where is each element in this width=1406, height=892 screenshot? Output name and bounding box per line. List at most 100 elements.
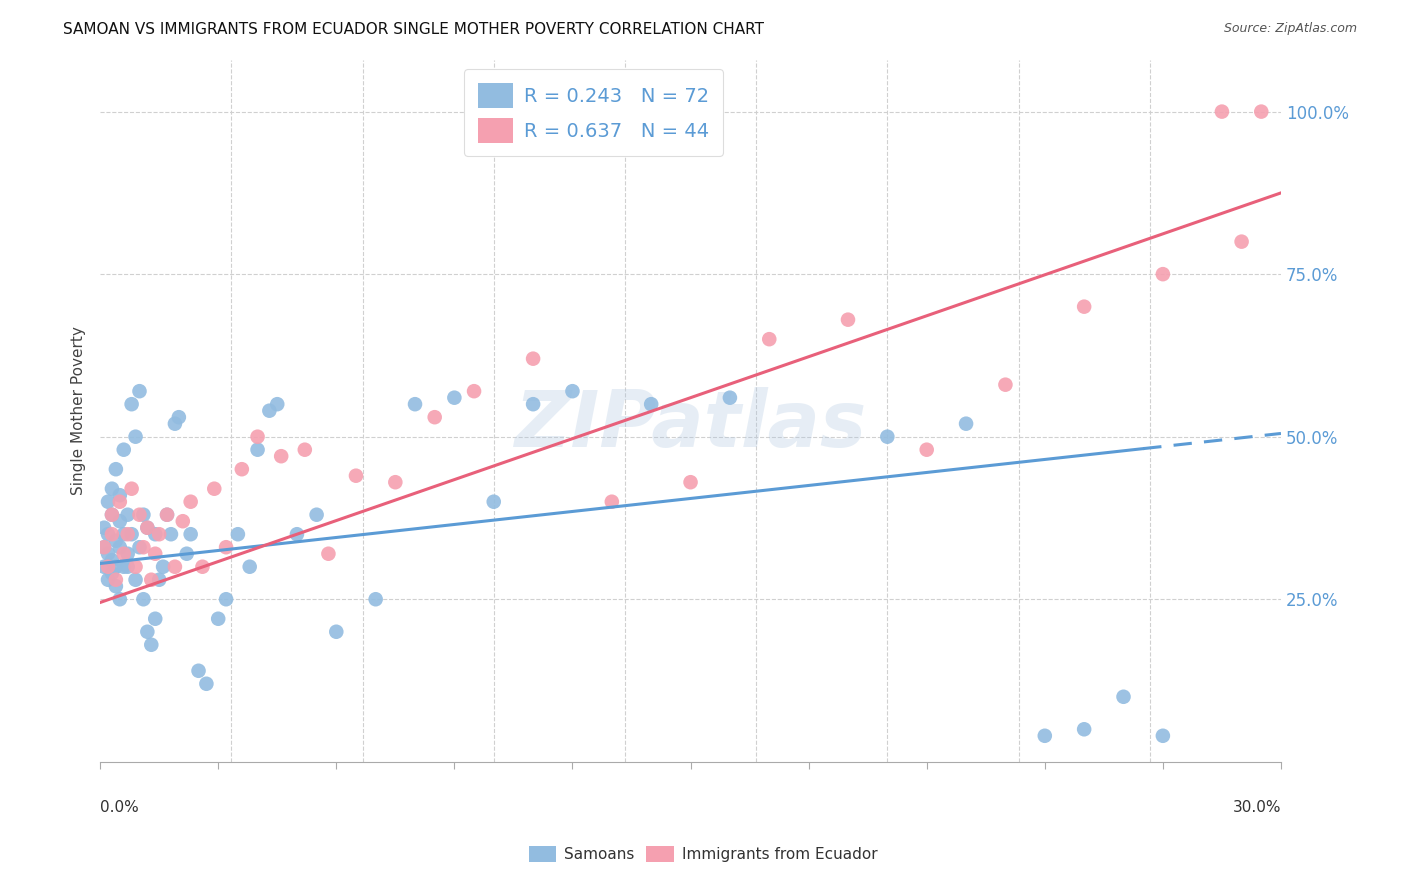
Point [124, 559, 146, 574]
Point [152, 559, 174, 574]
Point [117, 527, 139, 541]
Point [226, 527, 249, 541]
Point [148, 527, 170, 541]
Point [97, 559, 120, 574]
Point [143, 547, 166, 561]
Point [561, 384, 583, 399]
Point [148, 573, 170, 587]
Point [163, 559, 186, 574]
Point [364, 592, 387, 607]
Point [600, 494, 623, 508]
Point [93, 540, 115, 554]
Point [101, 553, 124, 567]
Point [104, 462, 127, 476]
Point [266, 397, 288, 411]
Point [758, 332, 780, 346]
Point [259, 403, 281, 417]
Point [108, 494, 131, 508]
Point [172, 514, 194, 528]
Point [141, 638, 163, 652]
Point [136, 521, 159, 535]
Point [108, 488, 131, 502]
Point [955, 417, 977, 431]
Point [443, 391, 465, 405]
Point [915, 442, 938, 457]
Point [231, 462, 253, 476]
Point [160, 527, 183, 541]
Text: SAMOAN VS IMMIGRANTS FROM ECUADOR SINGLE MOTHER POVERTY CORRELATION CHART: SAMOAN VS IMMIGRANTS FROM ECUADOR SINGLE… [63, 22, 765, 37]
Point [239, 559, 262, 574]
Point [305, 508, 328, 522]
Point [522, 397, 544, 411]
Point [215, 540, 238, 554]
Point [1152, 729, 1174, 743]
Point [679, 475, 702, 490]
Point [176, 547, 198, 561]
Point [117, 547, 139, 561]
Point [522, 351, 544, 366]
Point [112, 442, 135, 457]
Point [93, 521, 115, 535]
Point [112, 559, 135, 574]
Point [93, 540, 115, 554]
Point [1112, 690, 1135, 704]
Point [128, 508, 150, 522]
Point [195, 677, 218, 691]
Legend: R = 0.243   N = 72, R = 0.637   N = 44: R = 0.243 N = 72, R = 0.637 N = 44 [464, 70, 723, 156]
Point [325, 624, 347, 639]
Point [101, 482, 124, 496]
Point [141, 573, 163, 587]
Point [97, 527, 120, 541]
Point [136, 624, 159, 639]
Point [101, 527, 124, 541]
Point [180, 527, 202, 541]
Text: 0.0%: 0.0% [100, 800, 139, 815]
Point [294, 442, 316, 457]
Point [101, 566, 124, 581]
Point [837, 312, 859, 326]
Point [108, 592, 131, 607]
Point [318, 547, 340, 561]
Point [132, 592, 155, 607]
Point [143, 527, 166, 541]
Point [132, 540, 155, 554]
Point [97, 573, 120, 587]
Point [128, 540, 150, 554]
Point [344, 468, 367, 483]
Point [1152, 267, 1174, 281]
Point [1230, 235, 1253, 249]
Text: ZIPatlas: ZIPatlas [515, 387, 866, 463]
Point [202, 482, 225, 496]
Point [112, 547, 135, 561]
Point [191, 559, 214, 574]
Point [876, 430, 898, 444]
Point [246, 430, 269, 444]
Point [163, 417, 186, 431]
Point [97, 494, 120, 508]
Point [117, 508, 139, 522]
Point [640, 397, 662, 411]
Text: Source: ZipAtlas.com: Source: ZipAtlas.com [1223, 22, 1357, 36]
Point [1211, 104, 1233, 119]
Point [121, 527, 143, 541]
Y-axis label: Single Mother Poverty: Single Mother Poverty [72, 326, 86, 495]
Point [1250, 104, 1272, 119]
Point [97, 547, 120, 561]
Point [167, 410, 190, 425]
Point [482, 494, 505, 508]
Point [285, 527, 308, 541]
Legend: Samoans, Immigrants from Ecuador: Samoans, Immigrants from Ecuador [523, 839, 883, 868]
Point [136, 521, 159, 535]
Point [93, 559, 115, 574]
Point [101, 508, 124, 522]
Point [108, 514, 131, 528]
Point [104, 559, 127, 574]
Point [994, 377, 1017, 392]
Point [384, 475, 406, 490]
Point [104, 533, 127, 548]
Point [1073, 723, 1095, 737]
Point [101, 508, 124, 522]
Point [121, 397, 143, 411]
Point [128, 384, 150, 399]
Point [246, 442, 269, 457]
